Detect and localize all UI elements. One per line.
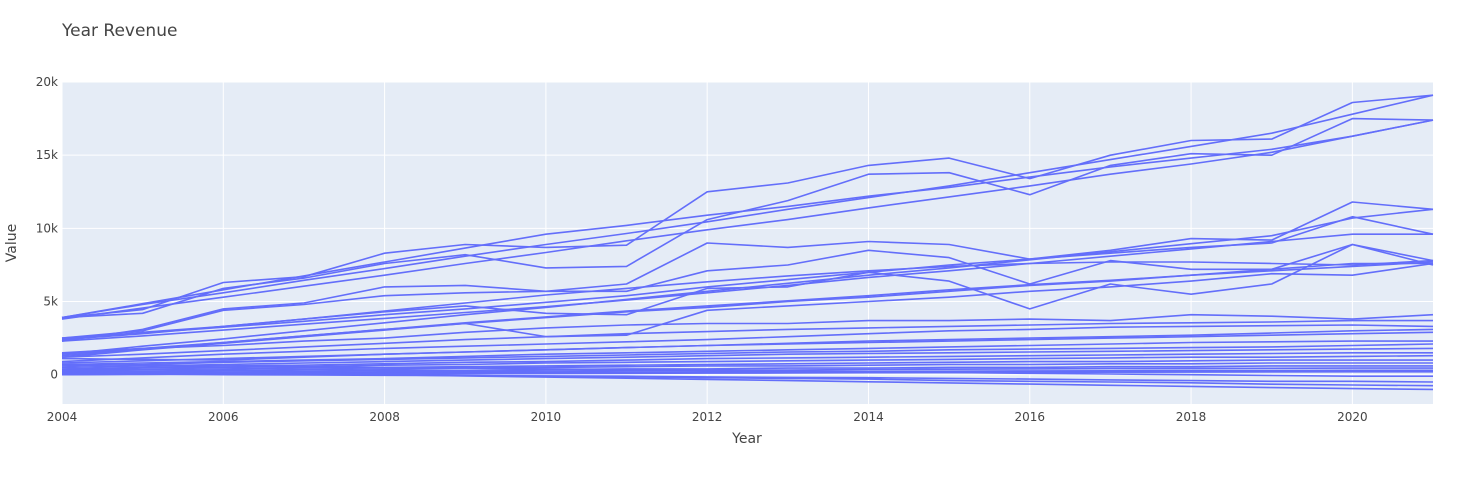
x-axis-title: Year — [731, 431, 762, 447]
series-line-s4 — [61, 119, 1434, 320]
x-tick-label: 2016 — [1014, 410, 1045, 424]
series-line-s32 — [61, 363, 1433, 378]
y-axis-ticks: 0 5k 10k 15k 20k — [36, 75, 58, 382]
series-line-s16 — [61, 313, 1434, 354]
x-tick-label: 2006 — [208, 410, 239, 424]
y-tick-label: 5k — [43, 295, 58, 309]
x-tick-label: 2018 — [1176, 410, 1207, 424]
x-tick-label: 2008 — [369, 410, 400, 424]
x-tick-label: 2004 — [47, 410, 78, 424]
y-tick-label: 20k — [36, 75, 58, 89]
series-line-s7 — [61, 201, 1434, 342]
series-line-s10 — [61, 259, 1434, 341]
series-line-s36 — [61, 370, 1434, 376]
y-tick-label: 10k — [36, 221, 58, 235]
series-line-s12 — [61, 208, 1434, 355]
series-line-s20 — [61, 331, 1434, 364]
series-line-s28 — [61, 365, 1433, 374]
series-line-s18 — [61, 324, 1434, 363]
x-tick-label: 2010 — [531, 410, 562, 424]
series-line-s24 — [61, 351, 1433, 370]
x-tick-label: 2014 — [853, 410, 884, 424]
series-line-s27 — [61, 362, 1433, 373]
series-line-s3 — [61, 119, 1434, 319]
x-tick-label: 2020 — [1337, 410, 1368, 424]
series-line-s11 — [61, 233, 1433, 342]
series-line-s22 — [61, 343, 1434, 367]
chart-title: Year Revenue — [61, 21, 177, 41]
series-line-s9 — [61, 215, 1434, 339]
y-tick-label: 0 — [50, 368, 58, 382]
series-line-s6 — [61, 243, 1434, 339]
y-axis-title: Value — [4, 224, 20, 262]
x-axis-ticks: 2004 2006 2008 2010 2012 2014 2016 2018 2020 — [47, 410, 1368, 424]
y-tick-label: 15k — [36, 148, 58, 162]
series-lines — [61, 94, 1434, 391]
series-line-s33 — [61, 372, 1434, 383]
series-line-s26 — [61, 359, 1433, 372]
x-tick-label: 2012 — [692, 410, 723, 424]
series-line-s23 — [61, 347, 1434, 369]
series-line-s5 — [61, 94, 1434, 319]
series-line-s17 — [61, 319, 1433, 358]
series-line-s15 — [61, 261, 1434, 357]
